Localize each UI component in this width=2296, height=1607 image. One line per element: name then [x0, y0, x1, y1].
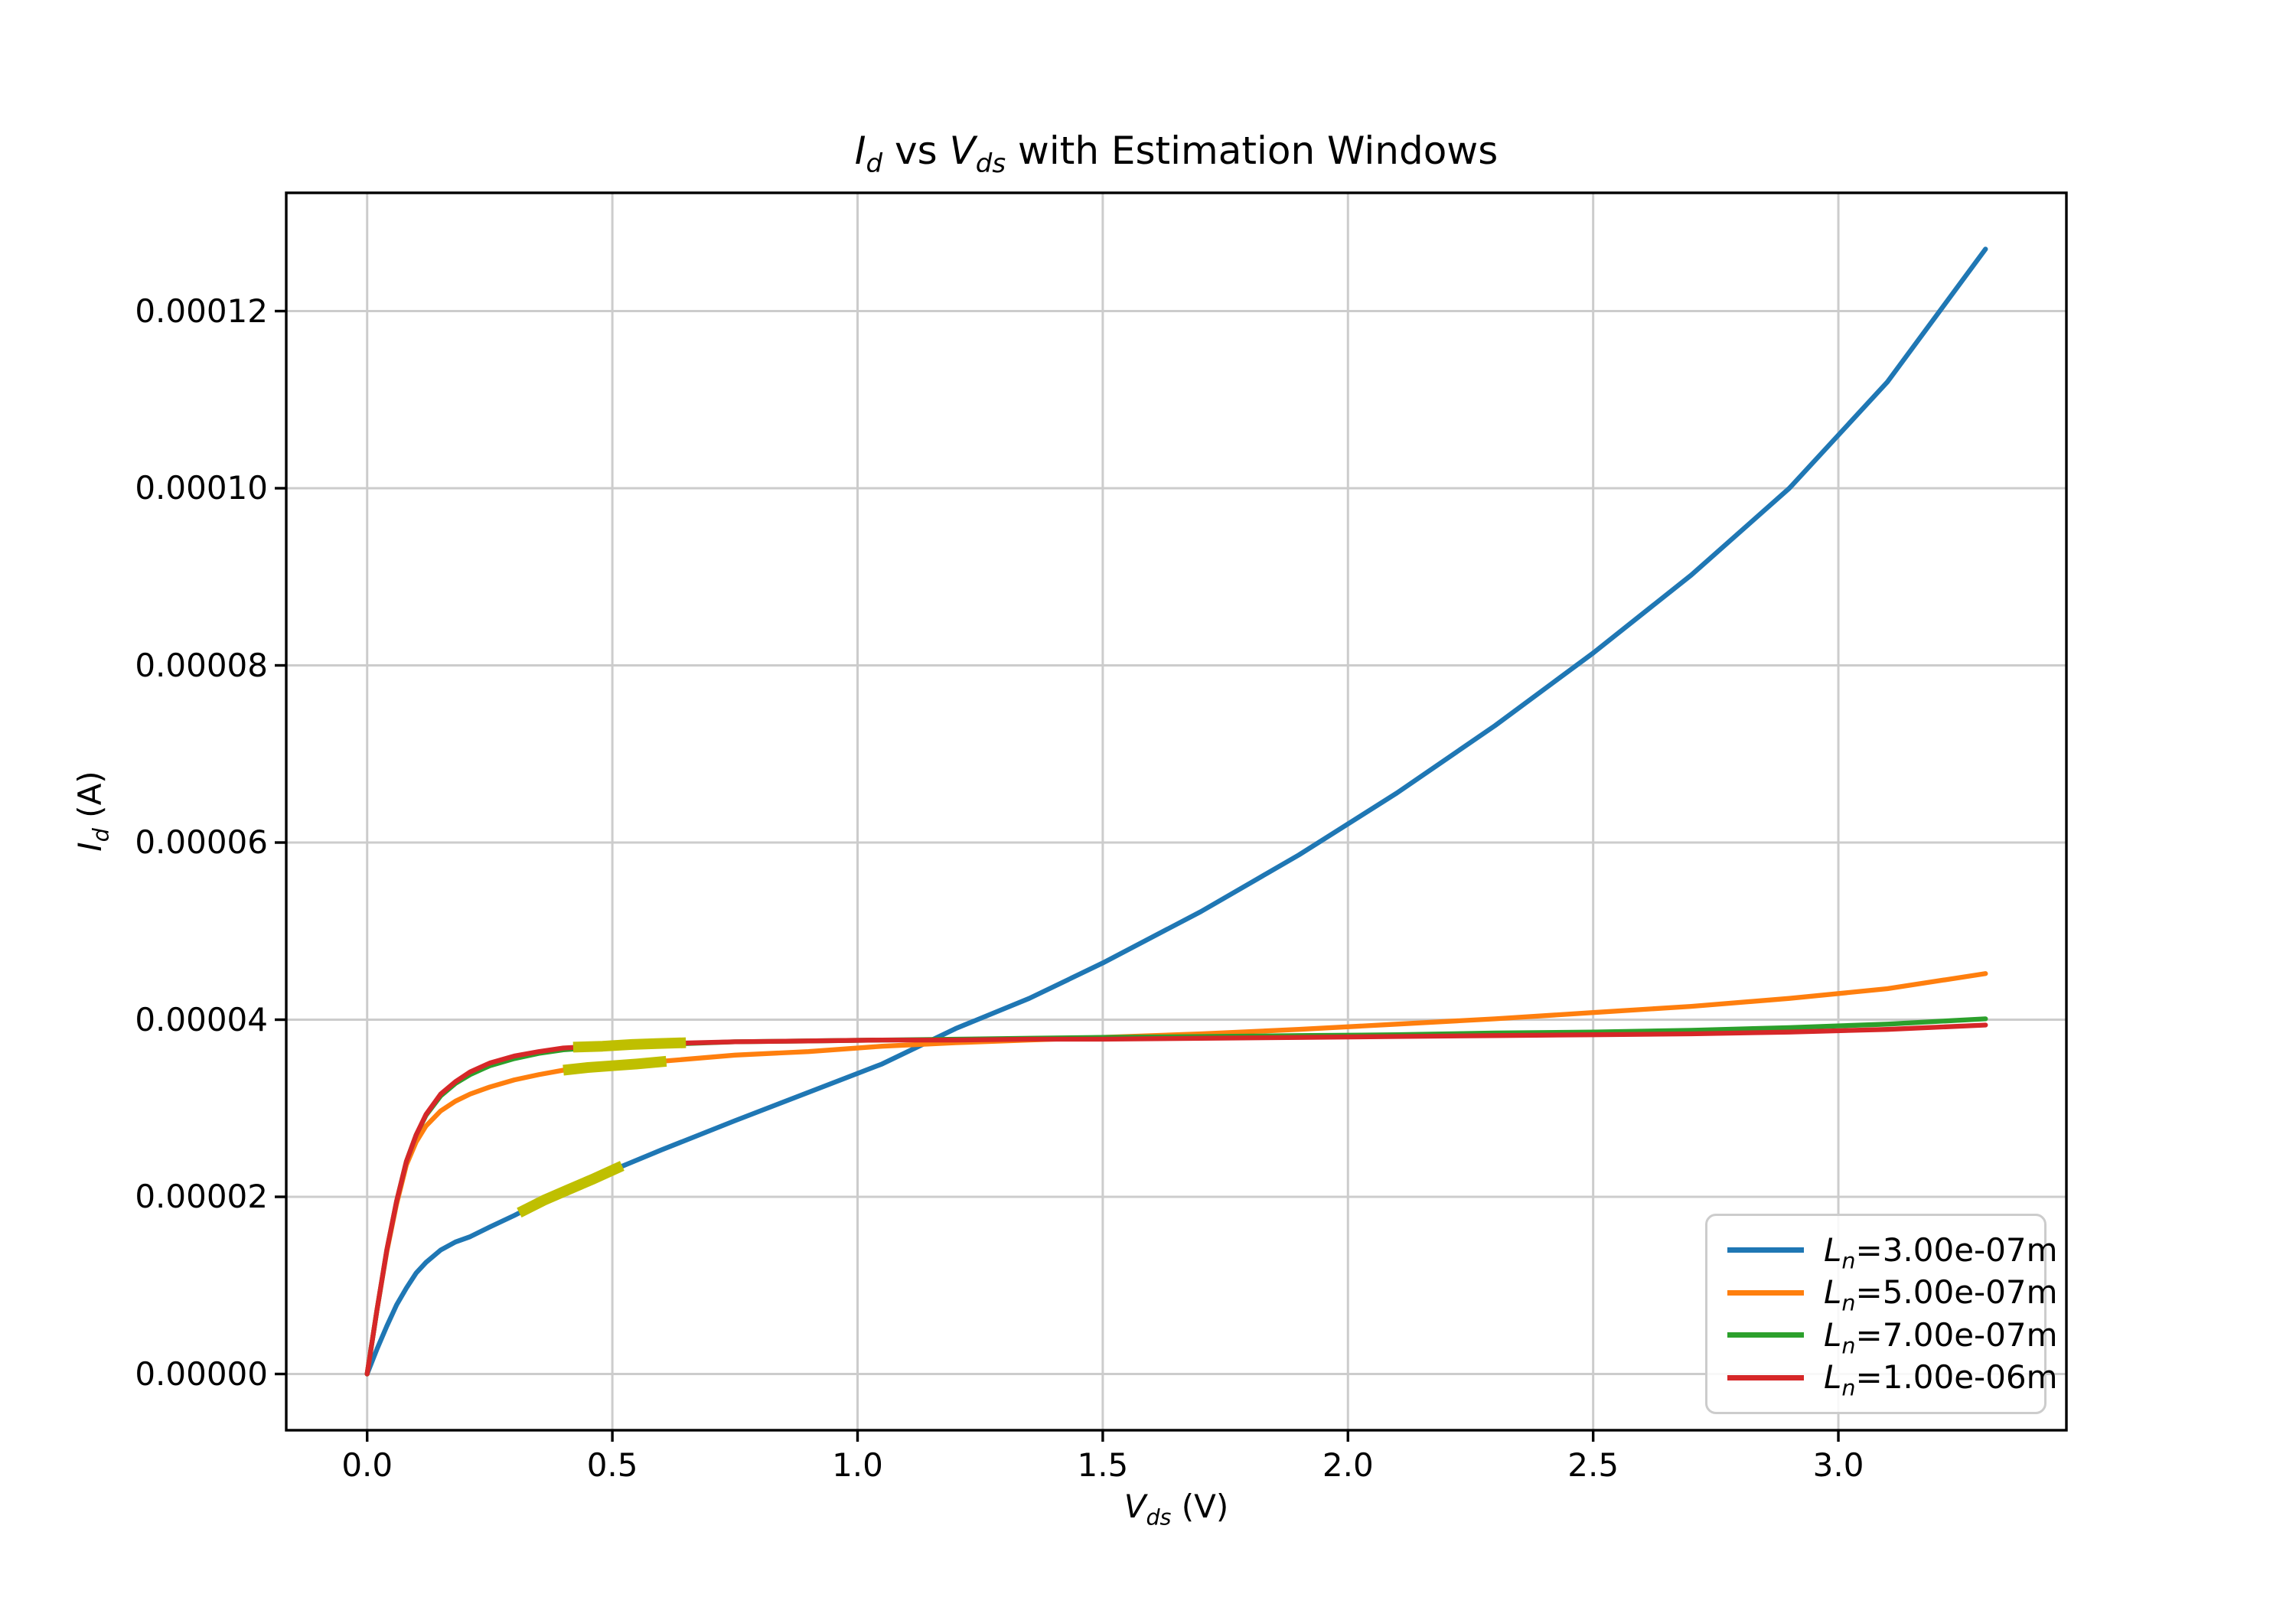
legend-label: Ln=7.00e-07m: [1824, 1315, 2058, 1359]
y-tick-label: 0.00012: [135, 292, 268, 330]
legend-item: Ln=3.00e-07m: [1727, 1234, 2058, 1271]
legend-item: Ln=5.00e-07m: [1727, 1276, 2058, 1314]
chart-title: Id vs Vds with Estimation Windows: [854, 129, 1499, 179]
y-tick-label: 0.00002: [135, 1177, 268, 1215]
legend-line-swatch: [1727, 1289, 1804, 1296]
estimation-window: [563, 1055, 667, 1076]
x-tick-label: 3.0: [1812, 1446, 1864, 1484]
y-tick-label: 0.00006: [135, 823, 268, 861]
legend-line-swatch: [1727, 1374, 1804, 1380]
legend-label: Ln=3.00e-07m: [1824, 1231, 2058, 1273]
x-tick-label: 2.5: [1567, 1446, 1619, 1484]
legend: Ln=3.00e-07m Ln=5.00e-07m Ln=7.00e-07m Ln=1…: [1705, 1214, 2058, 1414]
series-line: [364, 246, 1988, 1377]
x-tick-label: 1.5: [1077, 1446, 1129, 1484]
legend-label: Ln=5.00e-07m: [1824, 1273, 2058, 1316]
legend-label: Ln=1.00e-06m: [1824, 1358, 2058, 1401]
legend-item: Ln=7.00e-07m: [1727, 1319, 2058, 1356]
x-tick-label: 1.0: [832, 1446, 883, 1484]
y-tick-label: 0.00004: [135, 1000, 268, 1038]
y-axis-label: Id (A): [70, 771, 114, 852]
legend-line-swatch: [1727, 1247, 1804, 1253]
axes-spines: [285, 191, 2068, 1432]
x-tick-label: 2.0: [1322, 1446, 1374, 1484]
y-tick-label: 0.00008: [135, 646, 268, 684]
x-tick-label: 0.5: [586, 1446, 638, 1484]
y-tick-label: 0.00000: [135, 1354, 268, 1393]
y-tick-label: 0.00010: [135, 468, 268, 507]
legend-line-swatch: [1727, 1332, 1804, 1338]
x-tick-label: 0.0: [341, 1446, 393, 1484]
x-axis-label: Vds (V): [1124, 1488, 1229, 1530]
estimation-window: [572, 1037, 687, 1053]
legend-item: Ln=1.00e-06m: [1727, 1361, 2058, 1399]
estimation-window: [517, 1161, 625, 1218]
